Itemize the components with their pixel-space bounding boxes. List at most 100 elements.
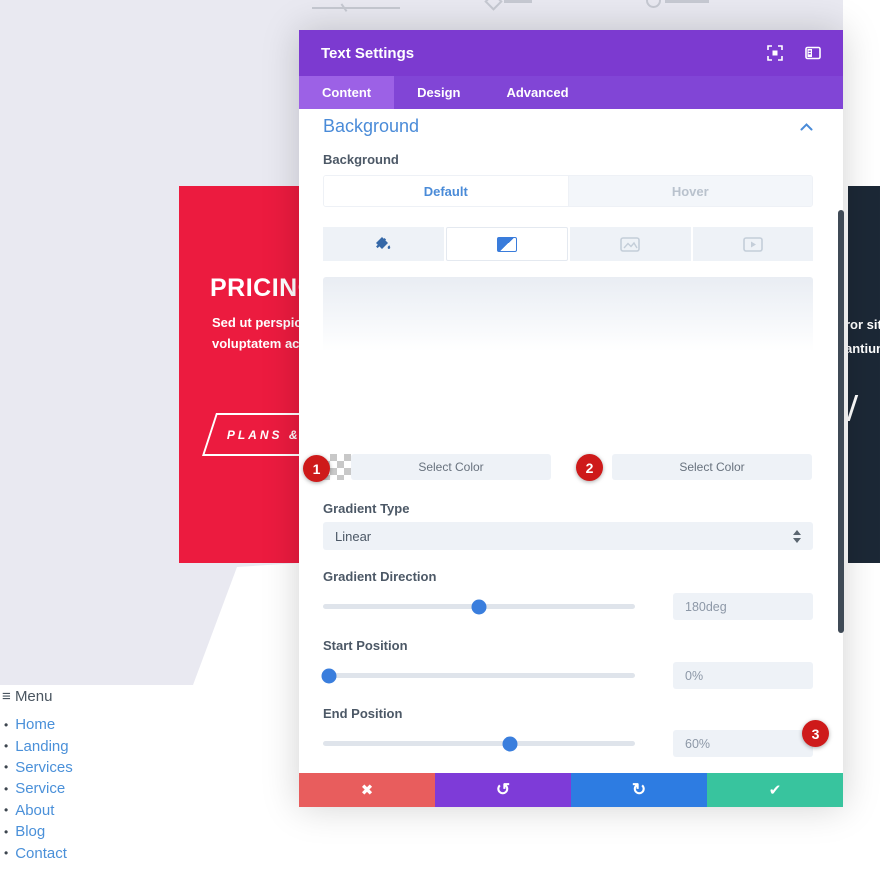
menu-link-contact[interactable]: Contact [15, 844, 67, 862]
gradient-stop1-select-color-button[interactable]: Select Color [351, 454, 551, 480]
hamburger-icon: ≡ [2, 688, 11, 705]
menu-link-about[interactable]: About [15, 801, 55, 819]
bg-type-color-tab[interactable] [323, 227, 444, 261]
menu-link-services[interactable]: Services [15, 758, 73, 776]
bullet-icon: • [4, 781, 9, 796]
image-icon [620, 236, 641, 252]
modal-title: Text Settings [321, 44, 415, 62]
close-icon: ✖ [360, 782, 374, 799]
end-position-label: End Position [323, 706, 403, 721]
start-position-label: Start Position [323, 638, 408, 653]
tab-advanced[interactable]: Advanced [506, 85, 569, 100]
slider-thumb[interactable] [321, 668, 337, 684]
expand-modal-icon[interactable] [767, 45, 783, 61]
bg-type-video-tab[interactable] [692, 227, 813, 261]
slider-track[interactable] [323, 673, 635, 678]
bg-type-gradient-tab[interactable] [445, 227, 568, 261]
gradient-direction-row [323, 593, 813, 620]
panel-layout-icon[interactable] [805, 45, 821, 61]
cancel-button[interactable]: ✖ [299, 773, 435, 807]
bullet-icon: • [4, 739, 9, 754]
redo-button[interactable]: ↻ [571, 773, 707, 807]
state-hover[interactable]: Hover [568, 176, 812, 206]
dark-card-text: ror sit [845, 317, 880, 332]
end-position-slider[interactable] [323, 730, 635, 757]
pricing-card: PRICING Sed ut perspicia voluptatem acc … [179, 186, 299, 563]
cut-off-blurb-icon [312, 0, 400, 12]
annotation-badge-3: 3 [802, 720, 829, 747]
background-section-header[interactable]: Background [323, 116, 813, 137]
menu-link-service[interactable]: Service [15, 780, 66, 798]
video-play-icon [742, 236, 763, 252]
menu-item: • Home [4, 714, 73, 735]
tab-design[interactable]: Design [417, 85, 461, 100]
pricing-card-text: voluptatem acc [212, 336, 299, 351]
chevron-up-icon[interactable] [800, 122, 813, 131]
slider-track[interactable] [323, 741, 635, 746]
menu-link-blog[interactable]: Blog [15, 823, 46, 841]
dark-card-text: antium [845, 341, 880, 356]
background-type-tabs [323, 227, 813, 261]
footer-menu: ≡ Menu • Home • Landing • Services • Service… [2, 688, 73, 864]
bullet-icon: • [4, 760, 9, 775]
menu-item: • Contact [4, 842, 73, 863]
gradient-type-label: Gradient Type [323, 501, 410, 516]
annotation-badge-2: 2 [576, 454, 603, 481]
end-position-input[interactable] [673, 730, 813, 757]
gradient-preview[interactable] [323, 277, 813, 370]
redo-icon: ↻ [631, 780, 647, 799]
modal-scrollbar-thumb[interactable] [838, 210, 844, 633]
gradient-icon [496, 236, 517, 252]
tab-content[interactable]: Content [299, 76, 395, 109]
undo-icon: ↺ [495, 780, 511, 799]
menu-title: Menu [14, 688, 53, 705]
gradient-direction-slider[interactable] [323, 593, 635, 620]
bullet-icon: • [4, 803, 9, 818]
modal-footer: ✖ ↺ ↻ ✔ [299, 773, 843, 807]
gradient-type-select[interactable]: Linear [323, 522, 813, 550]
menu-link-home[interactable]: Home [15, 716, 56, 734]
undo-button[interactable]: ↺ [435, 773, 571, 807]
select-arrows-icon [793, 529, 801, 543]
plans-pricing-button[interactable]: PLANS & [202, 413, 299, 456]
menu-item: • Landing [4, 735, 73, 756]
gradient-type-value: Linear [335, 528, 372, 544]
dark-card: ror sit antium [845, 186, 880, 563]
menu-item: • Service [4, 778, 73, 799]
menu-item: • Blog [4, 821, 73, 842]
gradient-direction-input[interactable] [673, 593, 813, 620]
text-settings-modal: Text Settings Content Design Advanced Ba… [299, 30, 843, 807]
pricing-card-text: Sed ut perspicia [212, 315, 299, 330]
gradient-stop2-select-color-button[interactable]: Select Color [612, 454, 812, 480]
bullet-icon: • [4, 846, 9, 861]
state-toggle: Default Hover [323, 175, 813, 207]
end-position-row [323, 730, 813, 757]
bullet-icon: • [4, 717, 9, 732]
gradient-direction-label: Gradient Direction [323, 569, 437, 584]
state-default[interactable]: Default [324, 176, 569, 206]
slider-thumb[interactable] [471, 599, 487, 615]
background-field-label: Background [323, 152, 399, 167]
annotation-badge-1: 1 [303, 455, 330, 482]
plans-pricing-button-label: PLANS & [227, 427, 299, 442]
bg-type-image-tab[interactable] [570, 227, 691, 261]
pricing-card-title: PRICING [210, 274, 299, 302]
menu-link-landing[interactable]: Landing [15, 737, 69, 755]
save-button[interactable]: ✔ [707, 773, 843, 807]
menu-item: • About [4, 800, 73, 821]
bullet-icon: • [4, 824, 9, 839]
start-position-row [321, 662, 813, 689]
check-icon: ✔ [768, 782, 782, 799]
start-position-input[interactable] [673, 662, 813, 689]
modal-header: Text Settings [299, 30, 843, 76]
start-position-slider[interactable] [321, 662, 635, 689]
section-title: Background [323, 116, 420, 136]
paint-bucket-icon [376, 237, 391, 249]
menu-list: • Home • Landing • Services • Service • About… [2, 714, 73, 864]
menu-header: ≡ Menu [2, 688, 73, 705]
modal-body: Background Background Default Hover [299, 109, 843, 773]
slider-thumb[interactable] [502, 736, 518, 752]
dark-card-button-edge [846, 395, 859, 421]
gradient-colors-row: Select Color Select Color [323, 454, 813, 480]
